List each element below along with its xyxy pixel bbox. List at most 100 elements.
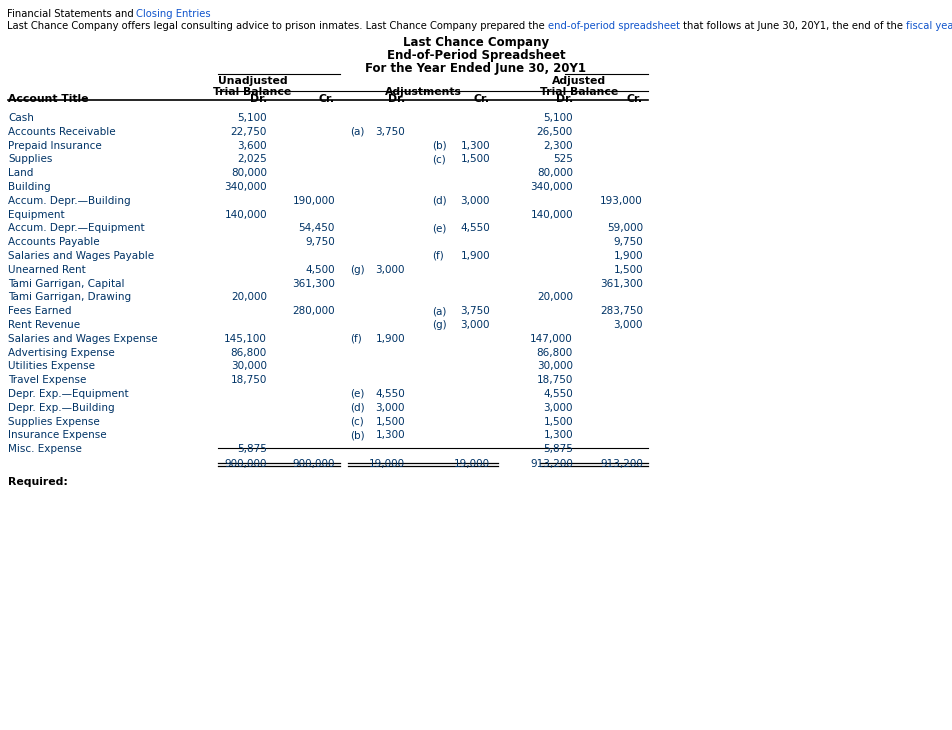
Text: (a): (a) bbox=[431, 306, 446, 316]
Text: Utilities Expense: Utilities Expense bbox=[8, 361, 95, 372]
Text: Depr. Exp.—Building: Depr. Exp.—Building bbox=[8, 403, 114, 412]
Text: (d): (d) bbox=[431, 196, 446, 206]
Text: 5,100: 5,100 bbox=[237, 113, 267, 123]
Text: 4,550: 4,550 bbox=[460, 223, 489, 234]
Text: (c): (c) bbox=[431, 155, 446, 164]
Text: 1,500: 1,500 bbox=[460, 155, 489, 164]
Text: Equipment: Equipment bbox=[8, 210, 65, 220]
Text: 4,500: 4,500 bbox=[305, 265, 335, 274]
Text: Fees Earned: Fees Earned bbox=[8, 306, 71, 316]
Text: 2,300: 2,300 bbox=[543, 141, 572, 150]
Text: fiscal year:: fiscal year: bbox=[905, 21, 952, 31]
Text: Last Chance Company: Last Chance Company bbox=[403, 36, 548, 49]
Text: 22,750: 22,750 bbox=[230, 127, 267, 137]
Text: 20,000: 20,000 bbox=[536, 293, 572, 302]
Text: 1,900: 1,900 bbox=[375, 334, 405, 344]
Text: 140,000: 140,000 bbox=[530, 210, 572, 220]
Text: 145,100: 145,100 bbox=[224, 334, 267, 344]
Text: 1,300: 1,300 bbox=[460, 141, 489, 150]
Text: 18,750: 18,750 bbox=[536, 375, 572, 385]
Text: Prepaid Insurance: Prepaid Insurance bbox=[8, 141, 102, 150]
Text: Misc. Expense: Misc. Expense bbox=[8, 444, 82, 454]
Text: 3,000: 3,000 bbox=[543, 403, 572, 412]
Text: 193,000: 193,000 bbox=[600, 196, 643, 206]
Text: 190,000: 190,000 bbox=[292, 196, 335, 206]
Text: 18,750: 18,750 bbox=[230, 375, 267, 385]
Text: 3,750: 3,750 bbox=[460, 306, 489, 316]
Text: 4,550: 4,550 bbox=[375, 389, 405, 399]
Text: 1,500: 1,500 bbox=[375, 417, 405, 426]
Text: 283,750: 283,750 bbox=[600, 306, 643, 316]
Text: 147,000: 147,000 bbox=[529, 334, 572, 344]
Text: Cr.: Cr. bbox=[473, 94, 489, 104]
Text: 340,000: 340,000 bbox=[530, 182, 572, 192]
Text: Dr.: Dr. bbox=[249, 94, 267, 104]
Text: Advertising Expense: Advertising Expense bbox=[8, 347, 114, 358]
Text: (e): (e) bbox=[349, 389, 364, 399]
Text: Unadjusted: Unadjusted bbox=[217, 76, 287, 86]
Text: 26,500: 26,500 bbox=[536, 127, 572, 137]
Text: Trial Balance: Trial Balance bbox=[213, 87, 291, 97]
Text: 5,100: 5,100 bbox=[543, 113, 572, 123]
Text: Closing Entries: Closing Entries bbox=[136, 9, 210, 19]
Text: Adjusted: Adjusted bbox=[551, 76, 605, 86]
Text: 19,000: 19,000 bbox=[453, 459, 489, 469]
Text: (f): (f) bbox=[349, 334, 362, 344]
Text: For the Year Ended June 30, 20Y1: For the Year Ended June 30, 20Y1 bbox=[366, 62, 585, 75]
Text: (f): (f) bbox=[431, 251, 444, 261]
Text: Adjustments: Adjustments bbox=[385, 87, 462, 97]
Text: (b): (b) bbox=[349, 431, 365, 440]
Text: 361,300: 361,300 bbox=[600, 279, 643, 288]
Text: (a): (a) bbox=[349, 127, 364, 137]
Text: (g): (g) bbox=[349, 265, 365, 274]
Text: 3,000: 3,000 bbox=[460, 320, 489, 330]
Text: 913,200: 913,200 bbox=[529, 459, 572, 469]
Text: 30,000: 30,000 bbox=[230, 361, 267, 372]
Text: 86,800: 86,800 bbox=[230, 347, 267, 358]
Text: Unearned Rent: Unearned Rent bbox=[8, 265, 86, 274]
Text: 1,300: 1,300 bbox=[375, 431, 405, 440]
Text: (b): (b) bbox=[431, 141, 446, 150]
Text: Tami Garrigan, Capital: Tami Garrigan, Capital bbox=[8, 279, 125, 288]
Text: End-of-Period Spreadsheet: End-of-Period Spreadsheet bbox=[387, 49, 565, 62]
Text: 525: 525 bbox=[552, 155, 572, 164]
Text: Accum. Depr.—Equipment: Accum. Depr.—Equipment bbox=[8, 223, 145, 234]
Text: 30,000: 30,000 bbox=[536, 361, 572, 372]
Text: Accounts Payable: Accounts Payable bbox=[8, 237, 100, 247]
Text: end-of-period spreadsheet: end-of-period spreadsheet bbox=[547, 21, 679, 31]
Text: 3,000: 3,000 bbox=[375, 403, 405, 412]
Text: (e): (e) bbox=[431, 223, 446, 234]
Text: 361,300: 361,300 bbox=[292, 279, 335, 288]
Text: 3,000: 3,000 bbox=[613, 320, 643, 330]
Text: 3,600: 3,600 bbox=[237, 141, 267, 150]
Text: 1,500: 1,500 bbox=[543, 417, 572, 426]
Text: Dr.: Dr. bbox=[555, 94, 572, 104]
Text: 80,000: 80,000 bbox=[536, 168, 572, 178]
Text: 900,000: 900,000 bbox=[225, 459, 267, 469]
Text: (d): (d) bbox=[349, 403, 365, 412]
Text: 5,875: 5,875 bbox=[543, 444, 572, 454]
Text: Tami Garrigan, Drawing: Tami Garrigan, Drawing bbox=[8, 293, 131, 302]
Text: 59,000: 59,000 bbox=[606, 223, 643, 234]
Text: Financial Statements and: Financial Statements and bbox=[7, 9, 137, 19]
Text: that follows at June 30, 20Y1, the end of the: that follows at June 30, 20Y1, the end o… bbox=[679, 21, 905, 31]
Text: 3,000: 3,000 bbox=[460, 196, 489, 206]
Text: Travel Expense: Travel Expense bbox=[8, 375, 87, 385]
Text: 900,000: 900,000 bbox=[292, 459, 335, 469]
Text: Cash: Cash bbox=[8, 113, 34, 123]
Text: Salaries and Wages Expense: Salaries and Wages Expense bbox=[8, 334, 157, 344]
Text: Building: Building bbox=[8, 182, 50, 192]
Text: 9,750: 9,750 bbox=[305, 237, 335, 247]
Text: 19,000: 19,000 bbox=[368, 459, 405, 469]
Text: Cr.: Cr. bbox=[319, 94, 335, 104]
Text: Land: Land bbox=[8, 168, 33, 178]
Text: Dr.: Dr. bbox=[387, 94, 405, 104]
Text: 280,000: 280,000 bbox=[292, 306, 335, 316]
Text: 340,000: 340,000 bbox=[224, 182, 267, 192]
Text: 140,000: 140,000 bbox=[224, 210, 267, 220]
Text: (c): (c) bbox=[349, 417, 364, 426]
Text: Accum. Depr.—Building: Accum. Depr.—Building bbox=[8, 196, 130, 206]
Text: 9,750: 9,750 bbox=[612, 237, 643, 247]
Text: Rent Revenue: Rent Revenue bbox=[8, 320, 80, 330]
Text: 1,300: 1,300 bbox=[543, 431, 572, 440]
